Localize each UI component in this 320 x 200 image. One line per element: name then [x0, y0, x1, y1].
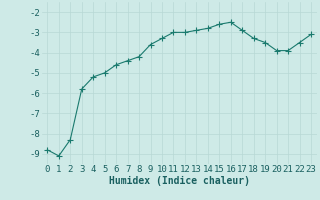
X-axis label: Humidex (Indice chaleur): Humidex (Indice chaleur)	[109, 176, 250, 186]
